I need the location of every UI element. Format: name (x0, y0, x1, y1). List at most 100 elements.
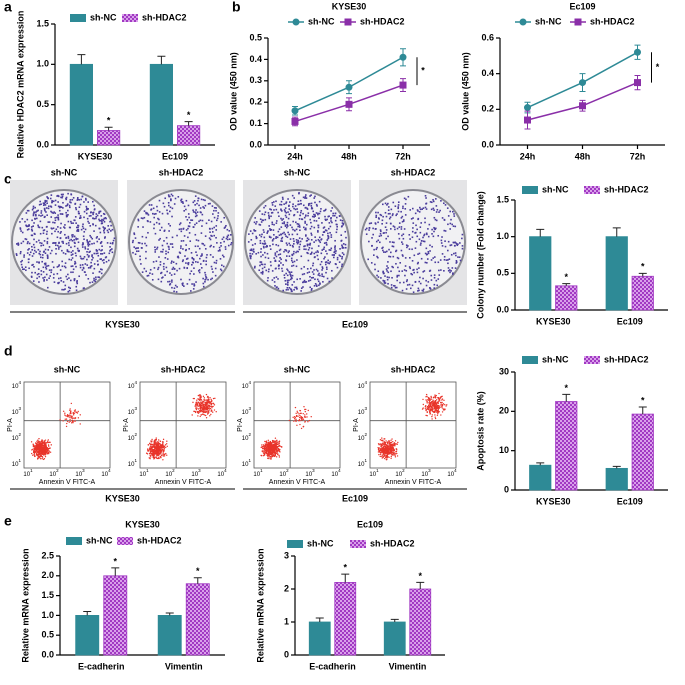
colony (379, 241, 381, 243)
colony (86, 208, 88, 210)
event (262, 446, 263, 447)
colony (455, 262, 457, 264)
event (72, 420, 73, 421)
colony (329, 249, 331, 251)
colony (278, 245, 280, 247)
colony (437, 209, 439, 211)
colony (300, 290, 302, 292)
event (152, 450, 153, 451)
colony (314, 196, 316, 198)
x-tick-label: E-cadherin (78, 661, 125, 671)
colony (64, 234, 66, 236)
colony (334, 245, 336, 247)
event (156, 444, 157, 445)
event (39, 444, 40, 445)
colony (196, 222, 198, 224)
colony (286, 255, 288, 257)
colony (38, 240, 40, 242)
colony (407, 284, 409, 286)
colony (50, 198, 52, 200)
colony (314, 236, 316, 238)
event (439, 399, 440, 400)
event (276, 453, 277, 454)
colony (188, 225, 190, 227)
colony (386, 204, 388, 206)
event (47, 441, 48, 442)
colony (452, 273, 454, 275)
colony (380, 233, 382, 235)
colony (268, 271, 270, 273)
colony (219, 250, 221, 252)
colony (318, 225, 320, 227)
event (274, 442, 275, 443)
colony (296, 259, 298, 261)
colony (69, 240, 71, 242)
colony (230, 244, 232, 246)
error-bar (639, 273, 647, 276)
plot-label: sh-HDAC2 (391, 364, 436, 374)
colony (86, 239, 88, 241)
colony (441, 236, 443, 238)
colony (309, 195, 311, 197)
colony (60, 213, 62, 215)
colony (212, 256, 214, 258)
event (391, 447, 392, 448)
event (299, 424, 300, 425)
event (207, 404, 208, 405)
colony (184, 235, 186, 237)
colony (303, 281, 305, 283)
colony (335, 252, 337, 254)
colony (283, 203, 285, 205)
colony (281, 219, 283, 221)
colony (38, 253, 40, 255)
colony (434, 277, 436, 279)
colony (275, 268, 277, 270)
colony (399, 222, 401, 224)
colony (65, 212, 67, 214)
colony (162, 249, 164, 251)
colony (417, 218, 419, 220)
colony (85, 274, 87, 276)
colony (330, 226, 332, 228)
colony (217, 215, 219, 217)
colony (299, 249, 301, 251)
event (261, 455, 262, 456)
event (439, 398, 440, 399)
colony (51, 233, 53, 235)
colony (90, 236, 92, 238)
colony (170, 243, 172, 245)
event (441, 396, 442, 397)
colony (135, 253, 137, 255)
y-axis-label: PI-A (7, 418, 14, 432)
colony (284, 209, 286, 211)
colony (431, 279, 433, 281)
colony (399, 226, 401, 228)
colony (317, 279, 319, 281)
colony (31, 226, 33, 228)
colony (297, 223, 299, 225)
colony (305, 214, 307, 216)
colony (455, 267, 457, 269)
event (435, 406, 436, 407)
colony (231, 242, 233, 244)
colony (295, 221, 297, 223)
tick-exponent: 1 (260, 468, 263, 473)
colony (430, 270, 432, 272)
colony (219, 247, 221, 249)
colony (175, 285, 177, 287)
colony (185, 216, 187, 218)
colony (368, 229, 370, 231)
chart-title: KYSE30 (125, 519, 160, 529)
colony (279, 260, 281, 262)
event (39, 441, 40, 442)
colony (409, 209, 411, 211)
colony (110, 242, 112, 244)
colony (341, 264, 343, 266)
event (165, 444, 166, 445)
event (34, 454, 35, 455)
colony (93, 230, 95, 232)
event (202, 403, 203, 404)
event (388, 448, 389, 449)
event (433, 403, 434, 404)
event (203, 396, 204, 397)
